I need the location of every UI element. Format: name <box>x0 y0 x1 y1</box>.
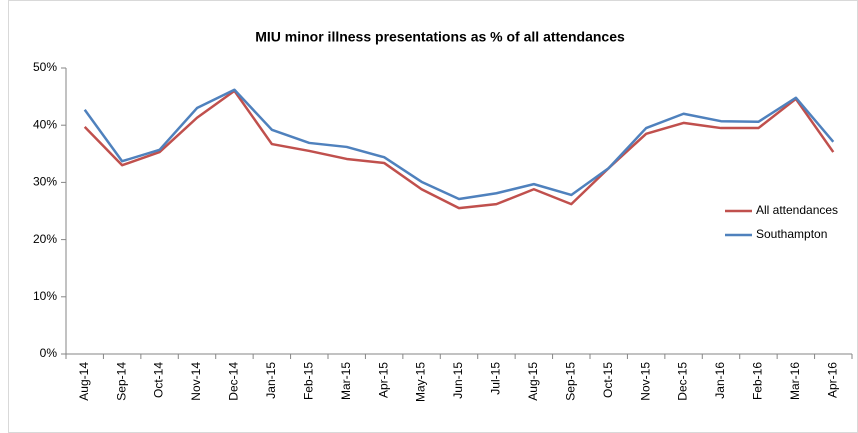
x-tick-label: Aug-15 <box>526 362 540 401</box>
y-tick-label: 40% <box>33 117 57 131</box>
y-tick-label: 30% <box>33 175 57 189</box>
chart-title: MIU minor illness presentations as % of … <box>255 29 625 45</box>
legend-label: All attendances <box>756 203 838 217</box>
x-tick-label: Aug-14 <box>77 362 91 401</box>
y-tick-label: 50% <box>33 60 57 74</box>
x-tick-label: Jul-15 <box>489 362 503 395</box>
x-tick-label: Oct-14 <box>152 362 166 398</box>
x-tick-label: Sep-14 <box>114 362 128 401</box>
x-tick-label: Feb-15 <box>301 362 315 400</box>
x-tick-label: Nov-15 <box>638 362 652 401</box>
x-tick-label: Nov-14 <box>189 362 203 401</box>
x-tick-label: Apr-16 <box>825 362 839 398</box>
x-tick-label: Jan-15 <box>264 362 278 399</box>
x-tick-label: Sep-15 <box>563 362 577 401</box>
legend-label: Southampton <box>756 227 827 241</box>
chart-border <box>8 0 858 433</box>
x-tick-label: Mar-15 <box>339 362 353 400</box>
y-tick-label: 10% <box>33 289 57 303</box>
series-line <box>83 88 835 201</box>
y-tick-label: 20% <box>33 232 57 246</box>
x-tick-label: Oct-15 <box>601 362 615 398</box>
x-tick-label: Apr-15 <box>376 362 390 398</box>
y-tick-label: 0% <box>40 346 58 360</box>
x-tick-label: Jan-16 <box>713 362 727 399</box>
series-line <box>83 89 835 210</box>
x-tick-label: Jun-15 <box>451 362 465 399</box>
x-tick-label: Dec-15 <box>676 362 690 401</box>
x-tick-label: May-15 <box>414 362 428 402</box>
x-tick-label: Mar-16 <box>788 362 802 400</box>
x-tick-label: Dec-14 <box>227 362 241 401</box>
x-tick-label: Feb-16 <box>751 362 765 400</box>
